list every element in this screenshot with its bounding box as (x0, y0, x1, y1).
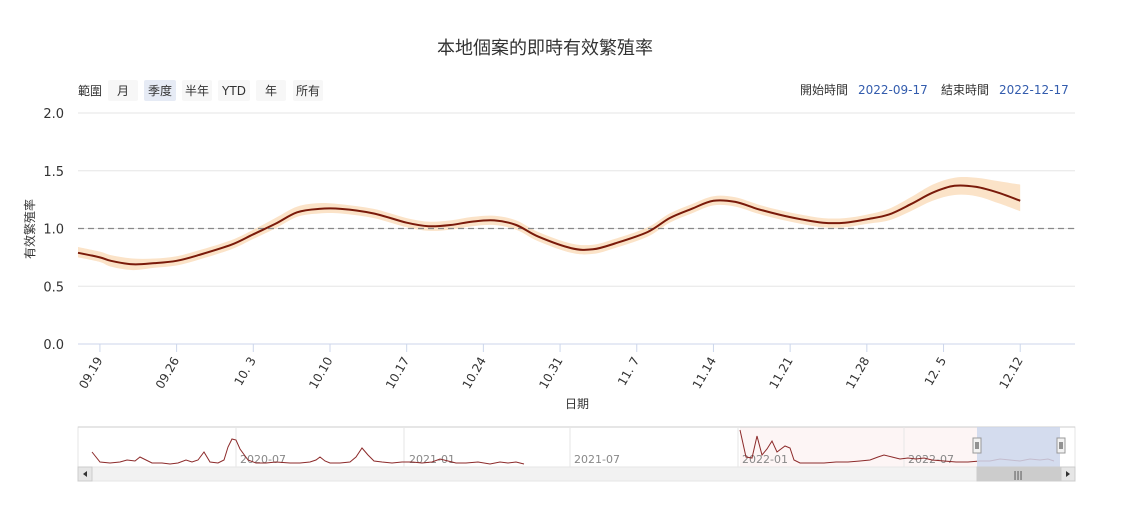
y-tick-label: 1.5 (43, 165, 64, 180)
end-date-input[interactable]: 2022-12-17 (999, 83, 1069, 97)
range-selector: 範圍 月 季度 半年 YTD 年 所有 (78, 80, 323, 101)
x-tick-label: 10.17 (383, 355, 412, 392)
x-axis-title: 日期 (565, 397, 589, 411)
arrow-left-icon (83, 471, 87, 477)
rt-series-line (77, 184, 1021, 266)
x-axis-ticks: 09.19 09.26 10. 3 10.10 10.17 10.24 10.31 11. 7… (76, 344, 1026, 391)
y-axis-title: 有效繁殖率 (22, 199, 37, 259)
range-button-3[interactable]: YTD (218, 80, 250, 101)
y-tick-label: 2.0 (43, 107, 64, 122)
navigator[interactable]: 2020-07 2021-01 2021-07 2022-01 2022-07 (77, 426, 1076, 468)
range-button-label: YTD (221, 84, 246, 98)
end-date-label: 結束時間 (941, 83, 989, 97)
x-tick-label: 10.24 (460, 355, 489, 392)
navigator-label: 2021-07 (574, 453, 620, 466)
navigator-label: 2020-07 (240, 453, 286, 466)
range-buttons: 月 季度 半年 YTD 年 所有 (108, 80, 323, 101)
range-label: 範圍 (78, 83, 102, 98)
navigator-label: 2021-01 (409, 453, 455, 466)
navigator-label: 2022-01 (742, 453, 788, 466)
start-date-label: 開始時間 (800, 83, 848, 97)
start-date-input[interactable]: 2022-09-17 (858, 83, 928, 97)
x-tick-label: 11. 7 (615, 355, 642, 388)
range-button-5[interactable]: 所有 (293, 80, 323, 101)
arrow-right-icon (1066, 471, 1070, 477)
range-button-0[interactable]: 月 (108, 80, 138, 101)
range-button-label: 月 (117, 84, 129, 98)
confidence-band (78, 177, 1021, 271)
y-tick-label: 1.0 (43, 223, 64, 238)
range-button-1[interactable]: 季度 (144, 80, 176, 101)
range-button-label: 半年 (185, 84, 209, 98)
x-tick-label: 12.12 (997, 354, 1026, 391)
x-tick-label: 11.28 (843, 355, 872, 392)
range-button-label: 所有 (296, 84, 320, 98)
scrollbar-thumb-grip-icon: ||| (1013, 471, 1022, 481)
range-button-2[interactable]: 半年 (182, 80, 212, 101)
navigator-selection[interactable] (977, 427, 1060, 467)
x-tick-label: 09.19 (76, 355, 105, 392)
range-button-label: 年 (265, 84, 277, 98)
chart-title: 本地個案的即時有效繁殖率 (437, 37, 653, 59)
x-tick-label: 11.21 (766, 355, 795, 392)
x-tick-label: 10.31 (536, 355, 565, 392)
navigator-handle-right[interactable] (1056, 437, 1066, 454)
y-axis-ticks: 0.0 0.5 1.0 1.5 2.0 (43, 107, 64, 353)
y-tick-label: 0.0 (43, 338, 64, 353)
date-range-inputs: 開始時間 2022-09-17 結束時間 2022-12-17 (800, 83, 1069, 97)
x-tick-label: 11.14 (690, 355, 719, 392)
x-tick-label: 12. 5 (922, 355, 949, 388)
scrollbar-thumb[interactable] (976, 466, 1061, 482)
range-button-label: 季度 (148, 83, 172, 98)
range-button-4[interactable]: 年 (256, 80, 286, 101)
x-tick-label: 10. 3 (231, 355, 258, 388)
y-tick-label: 0.5 (43, 280, 64, 295)
scrollbar-track[interactable] (77, 466, 1076, 482)
scrollbar[interactable]: ||| (77, 466, 1076, 482)
x-tick-label: 09.26 (153, 355, 182, 392)
x-tick-label: 10.10 (306, 355, 335, 392)
navigator-handle-left[interactable] (972, 437, 982, 454)
